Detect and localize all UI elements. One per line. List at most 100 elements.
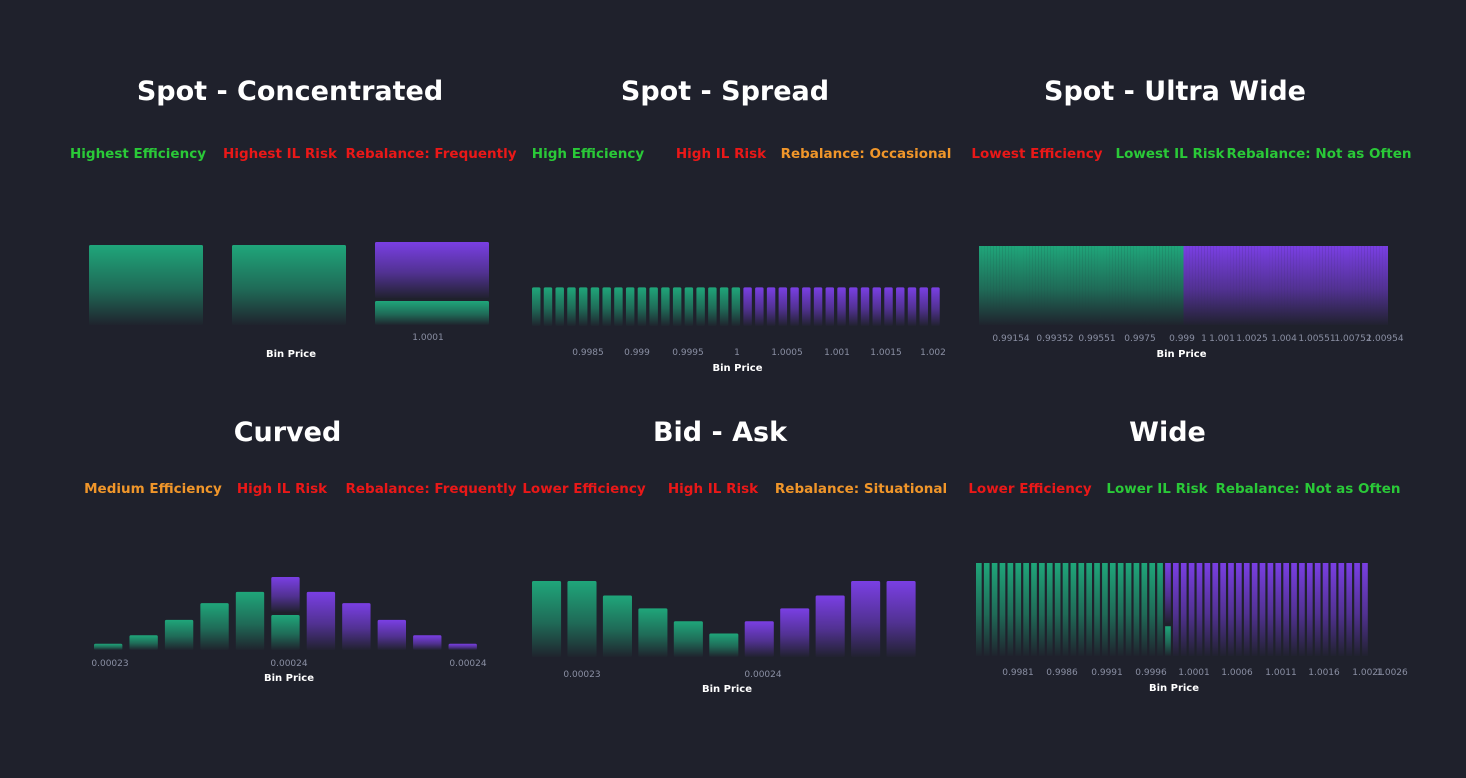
bin-bar-green	[1171, 246, 1175, 325]
bin-bar-purple	[1216, 246, 1220, 325]
bin-bar-green	[235, 591, 265, 650]
tick-label: 0.99352	[1036, 334, 1073, 344]
bin-bar-green	[1079, 246, 1083, 325]
bin-bar-green	[1002, 246, 1006, 325]
strategy-metric: Rebalance: Not as Often	[1226, 146, 1412, 162]
bin-bar-green	[1078, 563, 1085, 656]
bin-bar-green	[661, 287, 670, 326]
tick-label: 1.0025	[1236, 334, 1268, 344]
bin-bar-green	[1023, 246, 1027, 325]
bin-bar-purple	[1254, 246, 1258, 325]
strategy-metric: Lowest IL Risk	[1115, 146, 1225, 162]
bin-bar-purple	[1385, 246, 1388, 325]
bin-bar-purple	[755, 287, 764, 326]
bin-bar-purple	[1207, 246, 1211, 325]
bin-bar-purple	[1188, 563, 1195, 656]
bin-bar-green	[1150, 246, 1154, 325]
tick-label: 0.00023	[563, 670, 600, 680]
bin-bar-purple	[1319, 246, 1323, 325]
bin-bar-green	[1070, 246, 1074, 325]
bin-bar-purple	[860, 287, 870, 326]
bin-bar-purple	[813, 287, 823, 326]
tick-label: 0.9985	[572, 348, 604, 358]
tick-label: 0.9986	[1046, 668, 1078, 678]
bin-bar-green	[1121, 246, 1125, 325]
strategy-metric: Lower IL Risk	[1106, 481, 1208, 497]
bin-bar-green	[1023, 563, 1029, 656]
bin-distribution-chart: 0.00023 0.00024 Bin Price	[532, 581, 916, 695]
bin-bar-green	[1141, 563, 1148, 656]
bin-bar-purple	[1343, 246, 1347, 325]
tick-label: 1.0015	[870, 348, 902, 358]
x-axis-label: Bin Price	[712, 363, 762, 374]
bin-bar-purple	[1195, 246, 1199, 325]
bin-bar-purple	[1330, 563, 1337, 656]
bin-bar-green	[709, 633, 739, 657]
bin-bar-green	[1032, 246, 1036, 325]
bin-bar-green	[993, 246, 997, 325]
tick-label: 1.001	[824, 348, 850, 358]
bin-bar-purple	[849, 287, 858, 326]
strategy-metric: Highest Efficiency	[69, 146, 207, 162]
bin-bar-green	[375, 301, 489, 325]
tick-label: 0.9975	[1124, 334, 1156, 344]
bin-bar-purple	[1376, 246, 1380, 325]
bin-bar-purple	[886, 581, 916, 657]
bin-bar-green	[1086, 563, 1092, 656]
bin-bar-green	[1035, 246, 1039, 325]
bin-bar-purple	[1269, 246, 1273, 325]
bin-bar-green	[1020, 246, 1024, 325]
bin-bar-purple	[907, 287, 917, 326]
tick-label: 1.0021	[1352, 668, 1384, 678]
bin-bar-green	[1168, 246, 1172, 325]
bin-bar-green	[89, 245, 203, 325]
bin-bar-purple	[1259, 563, 1266, 656]
bin-bar-green	[1088, 246, 1092, 325]
bin-bar-green	[1056, 246, 1060, 325]
bin-bar-green	[271, 615, 300, 650]
bin-bar-green	[1082, 246, 1086, 325]
bin-bar-green	[991, 563, 998, 656]
bin-bar-green	[1047, 246, 1051, 325]
x-axis-label: Bin Price	[266, 349, 316, 360]
bin-bar-green	[1064, 246, 1068, 325]
bin-bar-purple	[1204, 246, 1208, 325]
bin-bar-green	[1100, 246, 1104, 325]
bin-bar-green	[979, 246, 982, 325]
bin-bar-green	[1011, 246, 1015, 325]
bin-bar-purple	[1243, 563, 1250, 656]
bin-bar-green	[232, 245, 346, 325]
x-axis-label: Bin Price	[1149, 683, 1199, 694]
bin-bar-purple	[1379, 246, 1383, 325]
bin-bar-purple	[271, 577, 300, 612]
bin-bar-purple	[1362, 563, 1368, 656]
strategy-title: Curved	[233, 417, 342, 448]
tick-label: 0.00024	[744, 670, 781, 680]
bin-bar-green	[164, 619, 194, 650]
bin-bar-purple	[1186, 246, 1190, 325]
bin-bar-purple	[1248, 246, 1252, 325]
bin-bar-green	[555, 287, 564, 326]
bin-bar-green	[1017, 246, 1021, 325]
bin-bar-green	[1149, 563, 1156, 656]
bin-bar-purple	[851, 581, 881, 657]
strategy-metric: Lower Efficiency	[968, 481, 1092, 497]
bin-bar-green	[614, 287, 623, 326]
bin-bar-green	[649, 287, 658, 326]
bin-bar-purple	[1228, 563, 1234, 656]
bin-bar-green	[708, 287, 717, 326]
strategy-title: Bid - Ask	[652, 417, 788, 448]
bin-bar-purple	[1334, 246, 1338, 325]
bin-bar-purple	[1307, 246, 1311, 325]
bin-bar-green	[1031, 563, 1037, 656]
bin-bar-green	[1039, 563, 1045, 656]
bin-bar-purple	[1239, 246, 1243, 325]
bin-bar-purple	[1361, 246, 1365, 325]
bin-bar-green	[638, 608, 668, 657]
bin-bar-purple	[1272, 246, 1276, 325]
bin-bar-green	[1097, 246, 1101, 325]
tick-label: 0.9995	[672, 348, 704, 358]
bin-bar-green	[1073, 246, 1077, 325]
bin-bar-purple	[1322, 246, 1326, 325]
bin-bar-purple	[1325, 246, 1329, 325]
